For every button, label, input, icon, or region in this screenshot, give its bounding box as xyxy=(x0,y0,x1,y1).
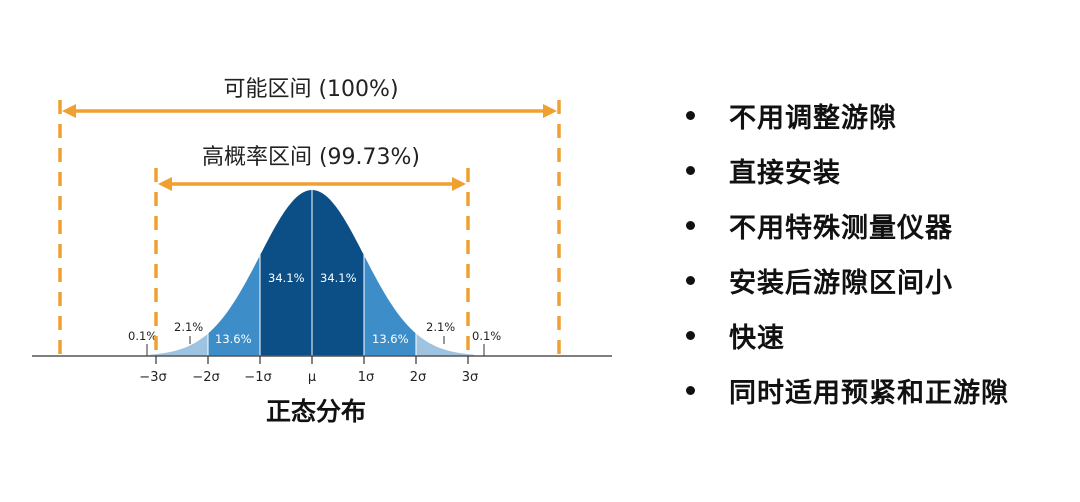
list-item-text: 不用调整游隙 xyxy=(729,103,897,134)
bullet-dot-icon xyxy=(686,166,695,175)
band-label-right-center: 34.1% xyxy=(320,271,357,285)
feature-list: 不用调整游隙 直接安装 不用特殊测量仪器 安装后游隙区间小 快速 同时适用预紧和… xyxy=(686,88,1009,418)
list-item-text: 快速 xyxy=(729,323,785,354)
sigma-label: −2σ xyxy=(192,370,219,385)
range-high-label: 高概率区间 (99.73%) xyxy=(202,145,420,170)
bell-curve xyxy=(150,190,474,356)
list-item: 同时适用预紧和正游隙 xyxy=(686,363,1009,418)
band-left-tail xyxy=(150,333,208,356)
bullet-dot-icon xyxy=(686,111,695,120)
band-right-mid xyxy=(364,255,416,356)
bullet-dot-icon xyxy=(686,276,695,285)
sigma-label: μ xyxy=(308,370,316,385)
band-label-left-outer: 0.1% xyxy=(128,329,157,343)
band-label-right-outer: 0.1% xyxy=(472,329,501,343)
range-high-arrow xyxy=(158,177,466,191)
range-full-label: 可能区间 (100%) xyxy=(223,77,398,102)
sigma-label: 3σ xyxy=(462,370,479,385)
list-item: 安装后游隙区间小 xyxy=(686,253,1009,308)
normal-distribution-diagram: −3σ −2σ −1σ μ 1σ 2σ 3σ 0.1% 2.1% 13.6% 3… xyxy=(32,77,612,426)
sigma-label: −3σ xyxy=(139,370,166,385)
band-label-left-center: 34.1% xyxy=(268,271,305,285)
bullet-dot-icon xyxy=(686,386,695,395)
sigma-ticks xyxy=(155,356,469,364)
list-item-text: 安装后游隙区间小 xyxy=(729,268,953,299)
diagram-title: 正态分布 xyxy=(266,397,366,426)
sigma-label: 2σ xyxy=(410,370,427,385)
list-item: 不用特殊测量仪器 xyxy=(686,198,1009,253)
sigma-label: −1σ xyxy=(244,370,271,385)
bullet-dot-icon xyxy=(686,221,695,230)
list-item: 快速 xyxy=(686,308,1009,363)
range-full-arrow xyxy=(62,104,557,118)
list-item-text: 直接安装 xyxy=(729,158,841,189)
band-label-left-tail: 2.1% xyxy=(174,320,203,334)
list-item-text: 同时适用预紧和正游隙 xyxy=(729,378,1009,409)
band-label-left-mid: 13.6% xyxy=(215,332,252,346)
band-left-mid xyxy=(208,255,260,356)
band-label-right-tail: 2.1% xyxy=(426,320,455,334)
band-right-tail xyxy=(416,333,474,356)
list-item: 不用调整游隙 xyxy=(686,88,1009,143)
list-item-text: 不用特殊测量仪器 xyxy=(729,213,953,244)
band-label-right-mid: 13.6% xyxy=(372,332,409,346)
list-item: 直接安装 xyxy=(686,143,1009,198)
sigma-label: 1σ xyxy=(358,370,375,385)
bullet-dot-icon xyxy=(686,331,695,340)
